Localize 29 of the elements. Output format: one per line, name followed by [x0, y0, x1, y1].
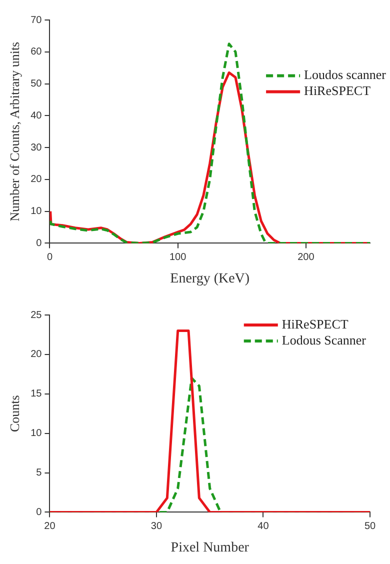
y-axis-title: Counts: [7, 395, 22, 432]
y-axis-title: Number of Counts, Arbitrary units: [7, 42, 22, 222]
x-axis-title: Pixel Number: [170, 540, 250, 556]
x-tick-label: 50: [364, 520, 376, 532]
y-tick-label: 15: [30, 388, 42, 400]
y-tick-label: 5: [36, 468, 42, 479]
x-tick-label: 30: [150, 520, 162, 532]
y-tick-label: 0: [36, 238, 42, 249]
y-tick-label: 70: [30, 14, 42, 26]
legend-label: Loudos scanner: [304, 67, 387, 82]
y-tick-label: 10: [30, 428, 42, 440]
x-axis-title: Energy (KeV): [170, 271, 250, 286]
legend-label: HiReSPECT: [304, 83, 371, 98]
y-tick-label: 10: [30, 206, 42, 218]
y-tick-label: 20: [30, 174, 42, 186]
y-tick-label: 60: [30, 46, 42, 58]
x-tick-label: 200: [298, 252, 315, 263]
y-tick-label: 0: [36, 506, 42, 518]
legend-label: Lodous Scanner: [282, 332, 367, 348]
x-tick-label: 100: [169, 252, 187, 263]
x-tick-label: 40: [258, 520, 270, 532]
y-tick-label: 30: [30, 142, 42, 154]
y-tick-label: 50: [30, 78, 42, 90]
y-tick-label: 20: [30, 349, 42, 360]
legend-label: HiReSPECT: [282, 316, 348, 332]
x-tick-label: 0: [46, 252, 53, 263]
y-tick-label: 25: [30, 310, 42, 321]
x-tick-label: 20: [44, 520, 56, 532]
y-tick-label: 40: [30, 110, 42, 122]
